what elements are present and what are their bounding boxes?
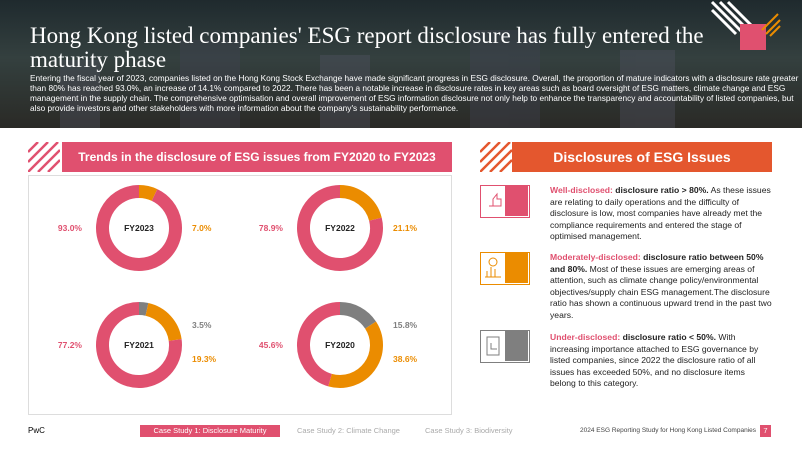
value-label: 93.0% — [58, 223, 83, 233]
header: Hong Kong listed companies' ESG report d… — [0, 0, 802, 128]
moderate-icon — [480, 252, 530, 285]
value-label: 38.6% — [393, 354, 418, 364]
hatch-icon — [480, 142, 512, 172]
item-text: With increasing importance attached to E… — [550, 332, 759, 388]
tab[interactable]: Case Study 2: Climate Change — [297, 426, 400, 435]
under-item: Under-disclosed: disclosure ratio < 50%.… — [550, 332, 772, 390]
item-label: Under-disclosed: — [550, 332, 621, 342]
slide-title: Hong Kong listed companies' ESG report d… — [30, 23, 704, 72]
tab[interactable]: Case Study 3: Biodiversity — [425, 426, 513, 435]
moderate-item: Moderately-disclosed: disclosure ratio b… — [550, 252, 772, 321]
well-icon — [480, 185, 530, 218]
donut-segment — [339, 302, 377, 329]
donut-segment — [297, 302, 341, 387]
donut-center-label: FY2021 — [124, 340, 154, 350]
donut-segment — [96, 302, 182, 388]
donut-segment — [339, 185, 382, 222]
brand: PwC — [28, 426, 45, 435]
item-ratio: disclosure ratio between 50% and 80%. — [550, 252, 764, 274]
value-label: 3.5% — [192, 320, 212, 330]
tab-active[interactable]: Case Study 1: Disclosure Maturity — [140, 425, 280, 437]
donut-segment — [328, 321, 383, 388]
item-text: As these issues are relating to daily op… — [550, 185, 771, 241]
donut-segment — [145, 303, 182, 342]
trends-title: Trends in the disclosure of ESG issues f… — [62, 142, 452, 172]
hatch-icon — [28, 142, 60, 172]
intro-text: Entering the fiscal year of 2023, compan… — [30, 73, 799, 113]
value-label: 7.0% — [192, 223, 212, 233]
value-label: 19.3% — [192, 354, 217, 364]
page-number: 7 — [760, 425, 771, 437]
donut-segment — [297, 185, 383, 271]
value-label: 15.8% — [393, 320, 418, 330]
item-label: Well-disclosed: — [550, 185, 613, 195]
value-label: 21.1% — [393, 223, 418, 233]
trends-panel — [28, 175, 452, 415]
donut-charts: FY2023 93.0% 7.0% FY2022 78.9% 21.1% FY2021 77.… — [58, 185, 418, 388]
item-label: Moderately-disclosed: — [550, 252, 641, 262]
value-label: 78.9% — [259, 223, 284, 233]
well-item: Well-disclosed: disclosure ratio > 80%. … — [550, 185, 772, 243]
disclosures-title: Disclosures of ESG Issues — [512, 142, 772, 172]
report-name: 2024 ESG Reporting Study for Hong Kong L… — [580, 427, 756, 434]
donut-segment — [138, 302, 149, 316]
value-label: 77.2% — [58, 340, 83, 350]
value-label: 45.6% — [259, 340, 284, 350]
under-icon — [480, 330, 530, 363]
donut-segment — [96, 185, 182, 271]
header-decoration — [60, 0, 781, 128]
item-text: Most of these issues are emerging areas … — [550, 263, 772, 320]
donut-center-label: FY2022 — [325, 223, 355, 233]
item-ratio: disclosure ratio > 80%. — [615, 185, 709, 195]
donut-center-label: FY2020 — [325, 340, 355, 350]
donut-center-label: FY2023 — [124, 223, 154, 233]
donut-segment — [138, 185, 158, 201]
item-ratio: disclosure ratio < 50%. — [622, 332, 716, 342]
